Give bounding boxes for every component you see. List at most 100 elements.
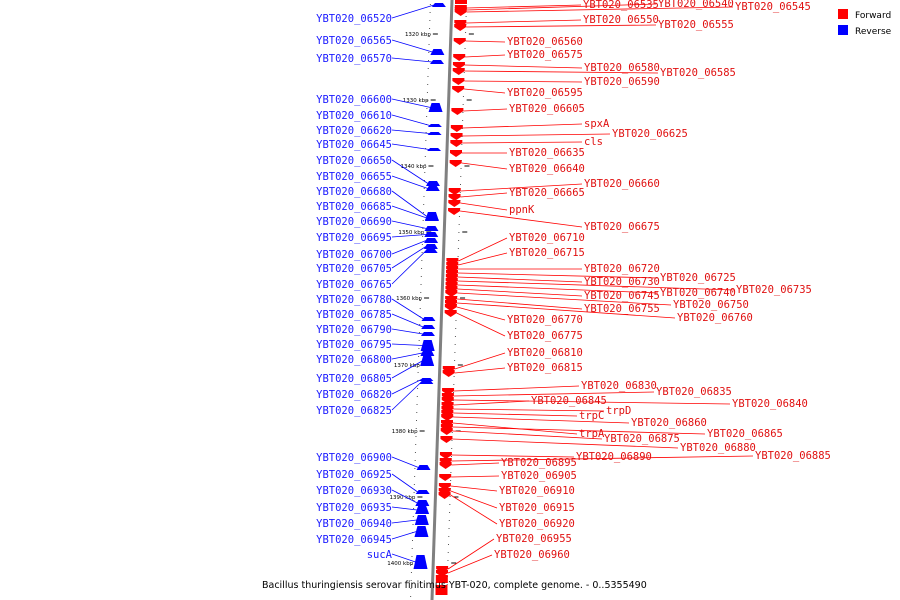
reverse-gene-label[interactable]: YBT020_06655 <box>316 171 392 183</box>
forward-gene-label[interactable]: YBT020_06665 <box>509 187 585 199</box>
reverse-gene-label[interactable]: YBT020_06935 <box>316 502 392 514</box>
reverse-gene-label[interactable]: YBT020_06610 <box>316 110 392 122</box>
forward-gene-label[interactable]: YBT020_06560 <box>507 36 583 48</box>
reverse-gene-label[interactable]: YBT020_06805 <box>316 373 392 385</box>
reverse-label-connector <box>391 57 433 63</box>
forward-gene-label[interactable]: trpA <box>579 428 605 440</box>
reverse-gene-label[interactable]: YBT020_06570 <box>316 53 392 65</box>
forward-gene-label[interactable]: YBT020_06660 <box>584 178 660 190</box>
minor-tick-left <box>420 292 422 293</box>
forward-gene-label[interactable]: YBT020_06875 <box>604 433 680 445</box>
forward-gene-label[interactable]: trpD <box>606 405 631 417</box>
forward-gene-label[interactable]: YBT020_06910 <box>499 485 575 497</box>
forward-gene-label[interactable]: YBT020_06770 <box>507 314 583 326</box>
reverse-gene-label[interactable]: YBT020_06780 <box>316 294 392 306</box>
forward-gene-label[interactable]: cls <box>584 136 603 148</box>
forward-gene-label[interactable]: YBT020_06585 <box>660 67 736 79</box>
forward-gene-label[interactable]: YBT020_06590 <box>584 76 660 88</box>
forward-gene-label[interactable]: YBT020_06635 <box>509 147 585 159</box>
reverse-gene-label[interactable]: YBT020_06600 <box>316 94 392 106</box>
forward-gene-label[interactable]: YBT020_06640 <box>509 163 585 175</box>
forward-gene-label[interactable]: YBT020_06840 <box>732 398 808 410</box>
forward-gene-label[interactable]: ppnK <box>509 204 535 216</box>
reverse-gene-label[interactable]: YBT020_06790 <box>316 324 392 336</box>
forward-gene-label[interactable]: YBT020_06545 <box>735 1 811 13</box>
reverse-gene-label[interactable]: YBT020_06650 <box>316 155 392 167</box>
reverse-gene-label[interactable]: YBT020_06700 <box>316 249 392 261</box>
forward-gene-label[interactable]: YBT020_06735 <box>736 284 812 296</box>
forward-gene-label[interactable]: YBT020_06835 <box>656 386 732 398</box>
reverse-gene-label[interactable]: YBT020_06820 <box>316 389 392 401</box>
forward-gene-label[interactable]: YBT020_06555 <box>658 19 734 31</box>
reverse-gene-label[interactable]: YBT020_06685 <box>316 201 392 213</box>
forward-gene-label[interactable]: YBT020_06740 <box>660 287 736 299</box>
forward-gene-label[interactable]: YBT020_06810 <box>507 347 583 359</box>
forward-gene-label[interactable]: YBT020_06960 <box>494 549 570 561</box>
forward-gene-label[interactable]: YBT020_06720 <box>584 263 660 275</box>
reverse-gene-label[interactable]: YBT020_06645 <box>316 139 392 151</box>
forward-gene-label[interactable]: YBT020_06725 <box>660 272 736 284</box>
reverse-gene-label[interactable]: YBT020_06930 <box>316 485 392 497</box>
forward-gene-label[interactable]: YBT020_06775 <box>507 330 583 342</box>
forward-gene-label[interactable]: YBT020_06905 <box>501 470 577 482</box>
forward-gene-label[interactable]: YBT020_06755 <box>584 303 660 315</box>
forward-gene-label[interactable]: YBT020_06595 <box>507 87 583 99</box>
minor-tick-right <box>453 376 455 377</box>
reverse-gene-label[interactable]: sucA <box>367 549 393 561</box>
reverse-gene-label[interactable]: YBT020_06690 <box>316 216 392 228</box>
forward-gene-label[interactable]: YBT020_06915 <box>499 502 575 514</box>
reverse-label-connector <box>391 250 426 285</box>
forward-gene-label[interactable]: YBT020_06710 <box>509 232 585 244</box>
reverse-gene-label[interactable]: YBT020_06765 <box>316 279 392 291</box>
reverse-gene-label[interactable]: YBT020_06620 <box>316 125 392 137</box>
forward-gene-label[interactable]: YBT020_06535 <box>583 0 659 11</box>
forward-gene-label[interactable]: YBT020_06885 <box>755 450 831 462</box>
reverse-gene-label[interactable]: YBT020_06785 <box>316 309 392 321</box>
forward-label-connector <box>457 298 583 310</box>
forward-gene-label[interactable]: YBT020_06605 <box>509 103 585 115</box>
forward-label-connector <box>458 237 508 262</box>
forward-gene-label[interactable]: YBT020_06575 <box>507 49 583 61</box>
reverse-gene-label[interactable]: YBT020_06705 <box>316 263 392 275</box>
reverse-gene-label[interactable]: YBT020_06695 <box>316 232 392 244</box>
forward-gene-label[interactable]: YBT020_06580 <box>584 62 660 74</box>
reverse-gene-label[interactable]: YBT020_06520 <box>316 13 392 25</box>
forward-gene-label[interactable]: spxA <box>584 118 610 130</box>
forward-label-connector <box>453 400 530 406</box>
forward-gene-label[interactable]: YBT020_06865 <box>707 428 783 440</box>
legend-forward-swatch <box>838 9 848 19</box>
reverse-gene-label[interactable]: YBT020_06900 <box>316 452 392 464</box>
forward-gene-label[interactable]: YBT020_06920 <box>499 518 575 530</box>
minor-tick-left <box>414 476 416 477</box>
reverse-gene-label[interactable]: YBT020_06565 <box>316 35 392 47</box>
reverse-gene-label[interactable]: YBT020_06795 <box>316 339 392 351</box>
forward-gene-label[interactable]: YBT020_06540 <box>658 0 734 10</box>
forward-gene-label[interactable]: YBT020_06895 <box>501 457 577 469</box>
legend-forward-label: Forward <box>855 11 891 21</box>
reverse-gene-glyph <box>415 500 430 506</box>
reverse-gene-label[interactable]: YBT020_06680 <box>316 186 392 198</box>
forward-gene-label[interactable]: YBT020_06860 <box>631 417 707 429</box>
reverse-gene-label[interactable]: YBT020_06925 <box>316 469 392 481</box>
forward-gene-label[interactable]: YBT020_06760 <box>677 312 753 324</box>
reverse-gene-label[interactable]: YBT020_06940 <box>316 518 392 530</box>
reverse-gene-label[interactable]: YBT020_06825 <box>316 405 392 417</box>
forward-gene-label[interactable]: YBT020_06550 <box>583 14 659 26</box>
forward-gene-label[interactable]: YBT020_06815 <box>507 362 583 374</box>
forward-gene-label[interactable]: YBT020_06730 <box>584 276 660 288</box>
forward-gene-label[interactable]: trpC <box>579 410 604 422</box>
forward-gene-label[interactable]: YBT020_06880 <box>680 442 756 454</box>
forward-gene-label[interactable]: YBT020_06890 <box>576 451 652 463</box>
forward-gene-label[interactable]: YBT020_06750 <box>673 299 749 311</box>
reverse-gene-label[interactable]: YBT020_06945 <box>316 534 392 546</box>
forward-gene-label[interactable]: YBT020_06745 <box>584 290 660 302</box>
forward-gene-label[interactable]: YBT020_06625 <box>612 128 688 140</box>
minor-tick-right <box>453 384 455 385</box>
forward-gene-label[interactable]: YBT020_06845 <box>531 395 607 407</box>
forward-gene-label[interactable]: YBT020_06675 <box>584 221 660 233</box>
forward-gene-label[interactable]: YBT020_06715 <box>509 247 585 259</box>
forward-gene-label[interactable]: YBT020_06955 <box>496 533 572 545</box>
reverse-gene-label[interactable]: YBT020_06800 <box>316 354 392 366</box>
forward-gene-label[interactable]: YBT020_06830 <box>581 380 657 392</box>
minor-tick-right <box>462 120 464 121</box>
